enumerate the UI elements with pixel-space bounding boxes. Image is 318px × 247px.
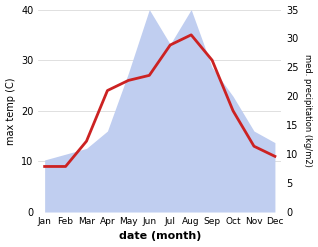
Y-axis label: med. precipitation (kg/m2): med. precipitation (kg/m2) [303,54,313,167]
Y-axis label: max temp (C): max temp (C) [5,77,16,144]
X-axis label: date (month): date (month) [119,231,201,242]
